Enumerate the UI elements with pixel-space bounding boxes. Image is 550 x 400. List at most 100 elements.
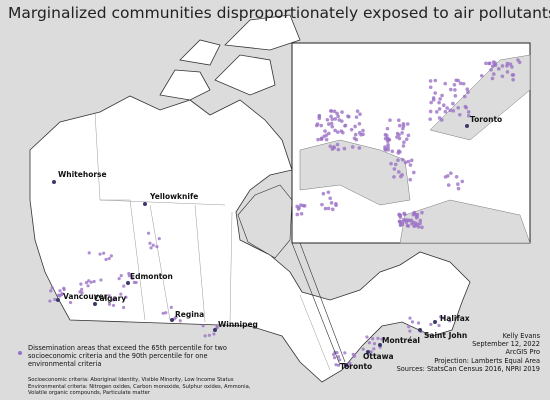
location-dot [315, 122, 320, 126]
location-dot [385, 126, 390, 131]
location-dot [122, 284, 126, 288]
legend-text: Dissemination areas that exceed the 65th… [28, 344, 227, 368]
arctic-island [224, 14, 301, 51]
credit-line: Kelly Evans [502, 332, 540, 340]
criteria: Socioeconomic criteria: Aboriginal Ident… [28, 377, 258, 397]
credit-line: ArcGIS Pro [505, 348, 541, 357]
location-dot [330, 124, 335, 129]
location-dot [324, 137, 329, 142]
location-dot [323, 206, 328, 211]
location-dot [328, 196, 332, 201]
location-dot [336, 363, 341, 367]
location-dot [466, 113, 471, 118]
location-dot [92, 279, 96, 284]
location-dot [178, 319, 182, 323]
city-label: Toronto [340, 362, 373, 371]
location-dot [340, 110, 344, 114]
location-dot [428, 109, 433, 114]
location-dot [369, 350, 373, 354]
location-dot [458, 81, 463, 86]
credits: Kelly Evans September 12, 2022 ArcGIS Pr… [397, 332, 540, 373]
location-dot [451, 101, 455, 106]
location-dot [49, 289, 53, 293]
location-dot [124, 295, 128, 299]
location-dot [329, 121, 334, 126]
location-dot [443, 81, 448, 86]
location-dot [102, 251, 106, 255]
location-dot [438, 97, 442, 101]
location-dot [402, 140, 406, 145]
location-dot [80, 287, 84, 291]
location-dot [330, 207, 335, 212]
location-dot [87, 251, 91, 255]
location-dot [86, 284, 90, 288]
location-dot [325, 117, 330, 122]
location-dot [431, 97, 436, 102]
location-dot [333, 128, 337, 133]
location-dot [358, 112, 362, 116]
location-dot [487, 61, 492, 66]
inset-dots [295, 58, 522, 230]
location-dot [492, 63, 497, 67]
city-label: Saint John [424, 331, 468, 340]
location-dot [326, 206, 331, 211]
location-dot [511, 73, 516, 77]
star [433, 320, 437, 324]
city-label: Halifax [440, 314, 470, 323]
location-dot [62, 287, 66, 292]
location-dot [408, 177, 413, 182]
location-dot [319, 123, 323, 128]
star [170, 318, 174, 322]
location-dot [449, 171, 453, 175]
location-dot [327, 131, 331, 136]
location-dot [456, 78, 460, 83]
location-dot [408, 163, 413, 167]
location-dot [326, 190, 331, 195]
location-dot [79, 282, 83, 286]
location-dot [445, 106, 449, 110]
legend-dot [18, 351, 22, 355]
location-dot [437, 323, 441, 328]
location-dot [295, 212, 300, 217]
location-dot [146, 231, 151, 235]
location-dot [448, 319, 452, 323]
location-dot [380, 337, 384, 341]
location-dot [357, 121, 362, 126]
location-dot [399, 222, 403, 227]
star [418, 328, 422, 332]
location-dot [328, 144, 333, 149]
location-dot [389, 161, 393, 166]
location-dot [437, 107, 442, 111]
location-dot [407, 325, 411, 329]
title: Marginalized communities disproportionat… [8, 4, 550, 22]
location-dot [396, 158, 400, 163]
location-dot [353, 124, 357, 129]
star [52, 180, 56, 184]
location-dot [416, 321, 421, 325]
arctic-island [214, 54, 276, 96]
location-dot [510, 65, 514, 69]
location-dot [169, 305, 173, 309]
location-dot [460, 179, 465, 184]
location-dot [332, 356, 337, 360]
location-dot [401, 144, 406, 148]
city-label: Toronto [470, 115, 503, 124]
location-dot [84, 281, 89, 285]
location-dot [329, 109, 334, 113]
location-dot [164, 311, 168, 315]
location-dot [397, 123, 402, 128]
location-dot [336, 130, 340, 134]
location-dot [327, 122, 331, 126]
location-dot [435, 110, 439, 114]
location-dot [404, 137, 409, 141]
location-dot [89, 280, 93, 284]
location-dot [403, 160, 408, 165]
location-dot [349, 127, 354, 132]
location-dot [215, 325, 219, 330]
location-dot [148, 241, 152, 245]
location-dot [354, 115, 359, 119]
location-dot [508, 62, 513, 66]
location-dot [59, 293, 64, 297]
location-dot [207, 333, 212, 337]
location-dot [452, 82, 457, 87]
